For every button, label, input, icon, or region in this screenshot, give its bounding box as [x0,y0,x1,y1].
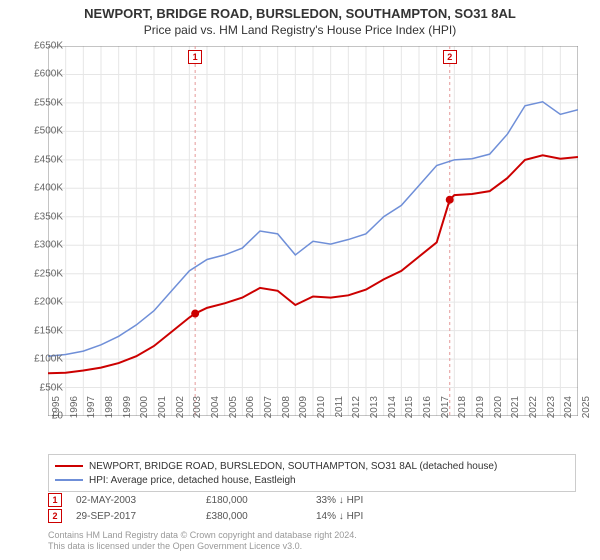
x-tick-label: 1999 [122,396,133,426]
x-tick-label: 2008 [281,396,292,426]
legend-label: HPI: Average price, detached house, East… [89,475,296,486]
x-tick-label: 2004 [210,396,221,426]
chart-area [48,46,578,416]
x-tick-label: 2016 [422,396,433,426]
x-tick-label: 2001 [157,396,168,426]
x-tick-label: 2006 [245,396,256,426]
y-tick-label: £500K [23,126,63,137]
x-tick-label: 2019 [475,396,486,426]
x-tick-label: 2014 [387,396,398,426]
event-diff: 33% ↓ HPI [316,495,416,506]
x-tick-label: 1997 [86,396,97,426]
event-marker-top: 2 [443,50,457,64]
y-tick-label: £650K [23,41,63,52]
y-tick-label: £200K [23,297,63,308]
x-tick-label: 1998 [104,396,115,426]
y-tick-label: £350K [23,211,63,222]
legend-swatch [55,479,83,481]
legend-row: HPI: Average price, detached house, East… [55,473,569,487]
x-tick-label: 2005 [228,396,239,426]
x-tick-label: 2015 [404,396,415,426]
x-tick-label: 2002 [175,396,186,426]
chart-svg [48,46,578,416]
x-tick-label: 2020 [493,396,504,426]
y-tick-label: £600K [23,69,63,80]
y-tick-label: £250K [23,268,63,279]
x-tick-label: 1996 [69,396,80,426]
x-tick-label: 2023 [546,396,557,426]
legend-swatch [55,465,83,467]
title-address: NEWPORT, BRIDGE ROAD, BURSLEDON, SOUTHAM… [0,6,600,21]
x-tick-label: 2003 [192,396,203,426]
x-tick-label: 2000 [139,396,150,426]
event-price: £380,000 [206,511,316,522]
y-tick-label: £50K [23,382,63,393]
y-tick-label: £100K [23,354,63,365]
x-tick-label: 2024 [563,396,574,426]
y-tick-label: £150K [23,325,63,336]
y-tick-label: £550K [23,97,63,108]
x-tick-label: 2010 [316,396,327,426]
events-table: 1 02-MAY-2003 £180,000 33% ↓ HPI 2 29-SE… [48,492,576,524]
event-marker-badge: 2 [48,509,62,523]
event-row: 1 02-MAY-2003 £180,000 33% ↓ HPI [48,492,576,508]
footer-attribution: Contains HM Land Registry data © Crown c… [48,530,576,553]
event-price: £180,000 [206,495,316,506]
footer-line: This data is licensed under the Open Gov… [48,541,576,552]
event-marker-top: 1 [188,50,202,64]
y-tick-label: £300K [23,240,63,251]
x-tick-label: 2013 [369,396,380,426]
x-tick-label: 2011 [334,396,345,426]
x-tick-label: 2025 [581,396,592,426]
event-marker-badge: 1 [48,493,62,507]
x-tick-label: 2007 [263,396,274,426]
x-tick-label: 1995 [51,396,62,426]
event-date: 29-SEP-2017 [76,511,206,522]
footer-line: Contains HM Land Registry data © Crown c… [48,530,576,541]
y-tick-label: £450K [23,154,63,165]
x-tick-label: 2009 [298,396,309,426]
chart-container: NEWPORT, BRIDGE ROAD, BURSLEDON, SOUTHAM… [0,0,600,560]
legend-row: NEWPORT, BRIDGE ROAD, BURSLEDON, SOUTHAM… [55,459,569,473]
x-tick-label: 2022 [528,396,539,426]
event-row: 2 29-SEP-2017 £380,000 14% ↓ HPI [48,508,576,524]
x-tick-label: 2017 [440,396,451,426]
x-tick-label: 2012 [351,396,362,426]
x-tick-label: 2018 [457,396,468,426]
legend-box: NEWPORT, BRIDGE ROAD, BURSLEDON, SOUTHAM… [48,454,576,492]
x-tick-label: 2021 [510,396,521,426]
event-diff: 14% ↓ HPI [316,511,416,522]
title-subtitle: Price paid vs. HM Land Registry's House … [0,23,600,37]
y-tick-label: £400K [23,183,63,194]
legend-label: NEWPORT, BRIDGE ROAD, BURSLEDON, SOUTHAM… [89,461,497,472]
event-date: 02-MAY-2003 [76,495,206,506]
title-block: NEWPORT, BRIDGE ROAD, BURSLEDON, SOUTHAM… [0,0,600,39]
